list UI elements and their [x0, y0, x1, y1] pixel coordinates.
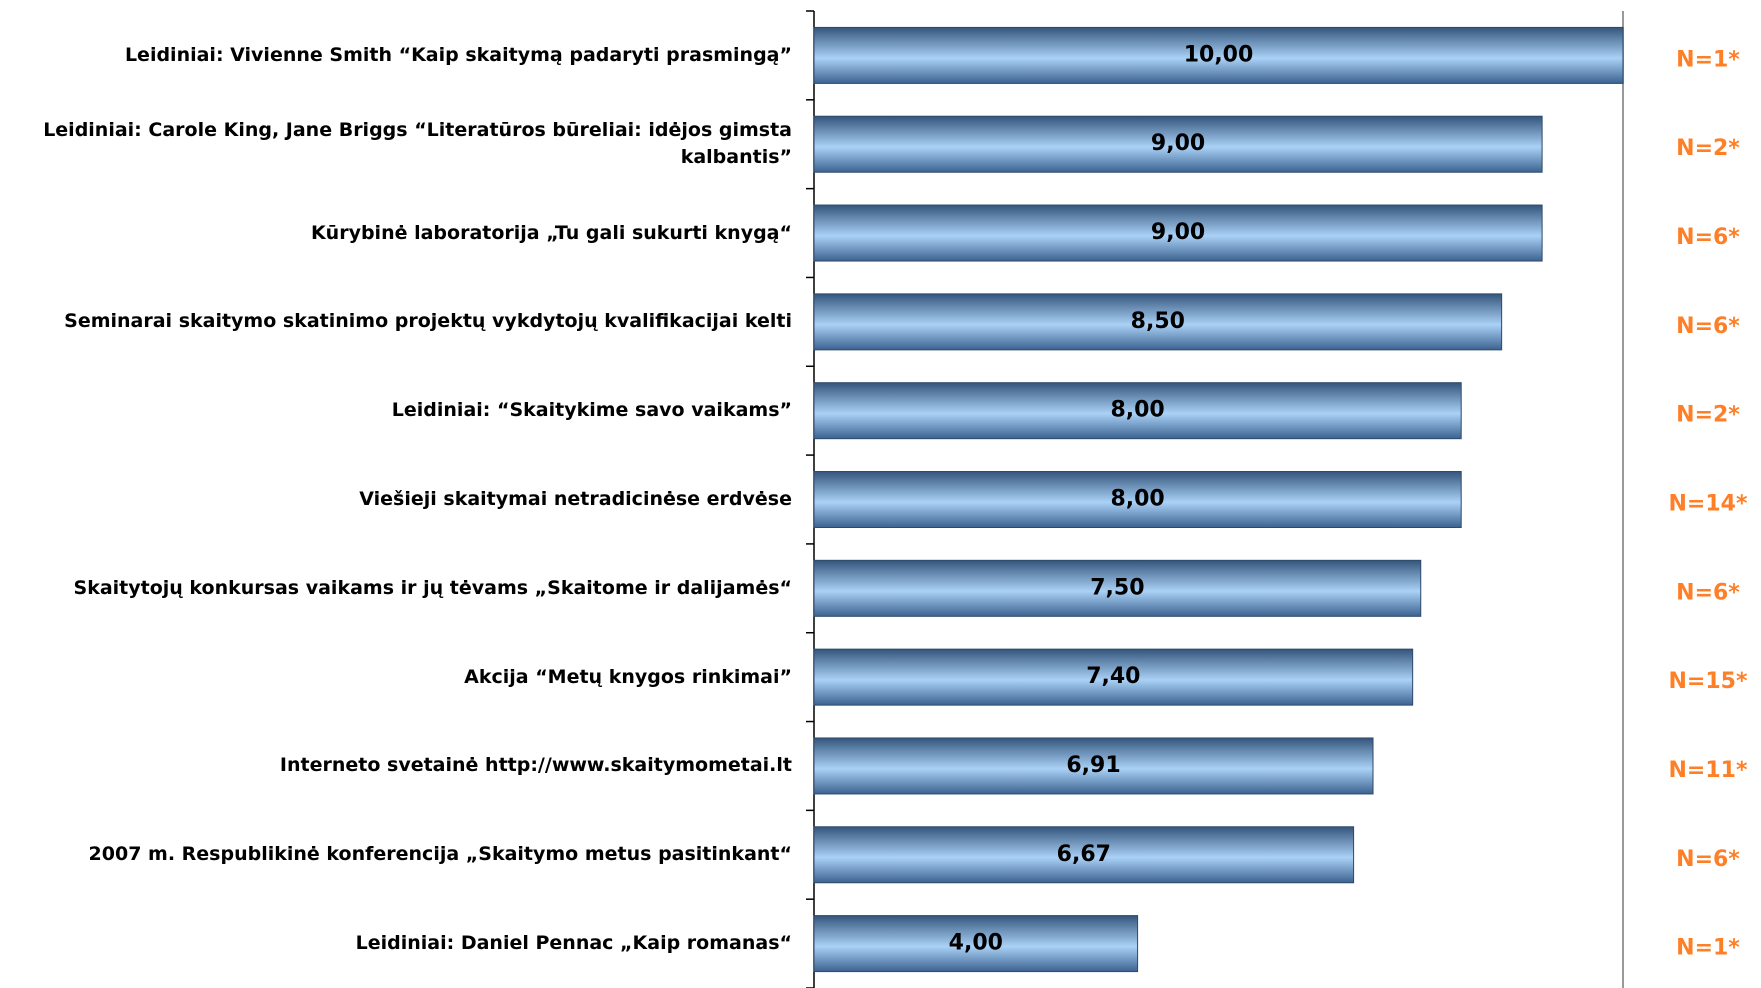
category-label: Leidiniai: Carole King, Jane Briggs “Lit… [43, 119, 792, 169]
annotation: N=6* [1676, 225, 1740, 250]
value-label: 10,00 [1184, 42, 1254, 67]
category-label: Leidiniai: Daniel Pennac „Kaip romanas“ [355, 932, 792, 955]
bar [813, 293, 1503, 351]
annotation: N=15* [1669, 669, 1748, 694]
bar [813, 382, 1462, 440]
value-label: 4,00 [949, 931, 1003, 956]
annotation: N=6* [1676, 580, 1740, 605]
category-label: Kūrybinė laboratorija „Tu gali sukurti k… [310, 221, 792, 244]
bar [813, 915, 1139, 973]
bar [813, 204, 1543, 262]
bar [813, 737, 1374, 795]
category-label: Leidiniai: Vivienne Smith “Kaip skaitymą… [124, 43, 792, 66]
annotation: N=1* [1676, 47, 1740, 72]
category-label: Leidiniai: “Skaitykime savo vaikams” [391, 399, 792, 422]
annotation: N=2* [1676, 136, 1740, 161]
category-label: Skaitytojų konkursas vaikams ir jų tėvam… [73, 576, 792, 599]
bar [813, 826, 1355, 884]
category-label: Akcija “Metų knygos rinkimai” [464, 665, 792, 688]
annotation: N=14* [1669, 492, 1748, 517]
annotation: N=6* [1676, 847, 1740, 872]
value-label: 6,67 [1057, 842, 1111, 867]
category-label: Seminarai skaitymo skatinimo projektų vy… [64, 310, 792, 333]
value-label: 8,00 [1110, 398, 1164, 423]
value-label: 7,40 [1086, 664, 1140, 689]
value-label: 8,50 [1131, 309, 1185, 334]
category-label: Viešieji skaitymai netradicinėse erdvėse [359, 487, 792, 510]
value-label: 9,00 [1151, 131, 1205, 156]
bar [813, 471, 1462, 528]
bar [813, 115, 1543, 173]
value-label: 6,91 [1066, 753, 1120, 778]
value-label: 8,00 [1110, 487, 1164, 512]
value-label: 7,50 [1090, 575, 1144, 600]
category-label: 2007 m. Respublikinė konferencija „Skait… [88, 843, 792, 866]
value-label: 9,00 [1151, 220, 1205, 245]
bar [813, 648, 1414, 706]
annotation: N=1* [1676, 936, 1740, 961]
bar [813, 559, 1422, 617]
annotation: N=11* [1669, 758, 1748, 783]
annotation: N=2* [1676, 403, 1740, 428]
category-label: Interneto svetainė http://www.skaitymome… [279, 754, 792, 777]
annotation: N=6* [1676, 314, 1740, 339]
bar [813, 26, 1624, 84]
